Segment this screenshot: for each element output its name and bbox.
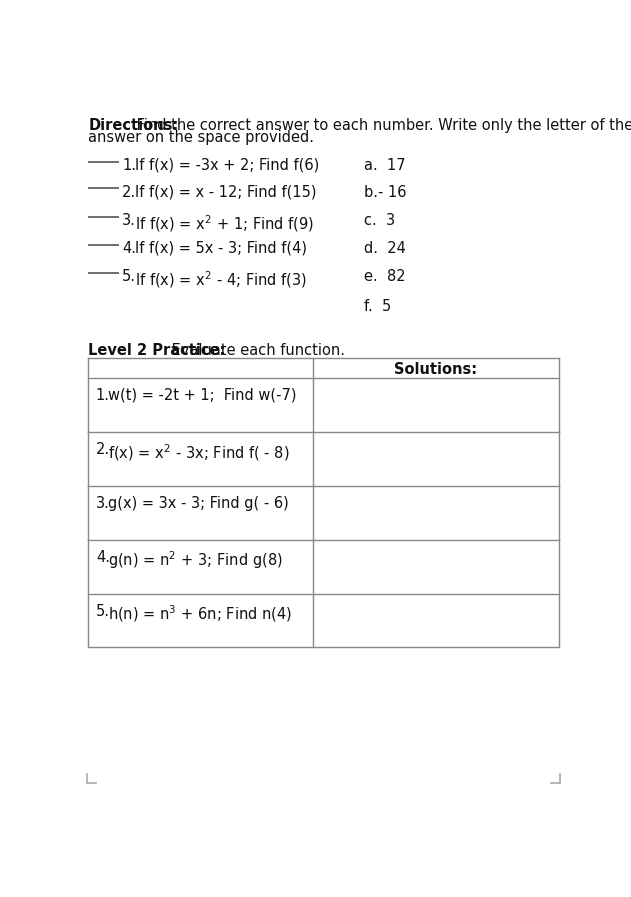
Text: If f(x) = x - 12; Find f(15): If f(x) = x - 12; Find f(15) xyxy=(134,185,316,200)
Text: b.- 16: b.- 16 xyxy=(364,185,406,200)
Text: 5.: 5. xyxy=(122,269,136,284)
Text: d.  24: d. 24 xyxy=(364,241,406,256)
Text: c.  3: c. 3 xyxy=(364,213,395,228)
Text: 3.: 3. xyxy=(122,213,136,228)
Text: Level 2 Practice:: Level 2 Practice: xyxy=(88,344,225,358)
Text: Solutions:: Solutions: xyxy=(394,361,477,377)
Text: h(n) = n$^3$ + 6n; Find n(4): h(n) = n$^3$ + 6n; Find n(4) xyxy=(109,604,292,624)
Text: Directions:: Directions: xyxy=(88,118,179,134)
Text: 1.: 1. xyxy=(122,158,136,173)
Text: If f(x) = x$^2$ + 1; Find f(9): If f(x) = x$^2$ + 1; Find f(9) xyxy=(134,213,314,234)
Text: If f(x) = 5x - 3; Find f(4): If f(x) = 5x - 3; Find f(4) xyxy=(134,241,307,256)
Text: w(t) = -2t + 1;  Find w(-7): w(t) = -2t + 1; Find w(-7) xyxy=(109,388,297,403)
Text: g(n) = n$^2$ + 3; Find g(8): g(n) = n$^2$ + 3; Find g(8) xyxy=(109,550,283,571)
Text: 4.: 4. xyxy=(96,550,110,564)
Text: a.  17: a. 17 xyxy=(364,158,406,173)
Text: 4.: 4. xyxy=(122,241,136,256)
Text: If f(x) = -3x + 2; Find f(6): If f(x) = -3x + 2; Find f(6) xyxy=(134,158,319,173)
Text: e.  82: e. 82 xyxy=(364,269,406,284)
Text: 5.: 5. xyxy=(96,604,110,619)
Text: f(x) = x$^2$ - 3x; Find f( - 8): f(x) = x$^2$ - 3x; Find f( - 8) xyxy=(109,442,290,463)
Text: 3.: 3. xyxy=(96,496,110,510)
Text: Find the correct answer to each number. Write only the letter of the correct: Find the correct answer to each number. … xyxy=(133,118,631,134)
Text: f.  5: f. 5 xyxy=(364,300,391,314)
Text: 1.: 1. xyxy=(96,388,110,403)
Text: 2.: 2. xyxy=(122,185,136,200)
Text: answer on the space provided.: answer on the space provided. xyxy=(88,130,314,145)
Text: Evaluate each function.: Evaluate each function. xyxy=(167,344,345,358)
Text: g(x) = 3x - 3; Find g( - 6): g(x) = 3x - 3; Find g( - 6) xyxy=(109,496,289,510)
Text: 2.: 2. xyxy=(96,442,110,457)
Text: If f(x) = x$^2$ - 4; Find f(3): If f(x) = x$^2$ - 4; Find f(3) xyxy=(134,269,307,290)
